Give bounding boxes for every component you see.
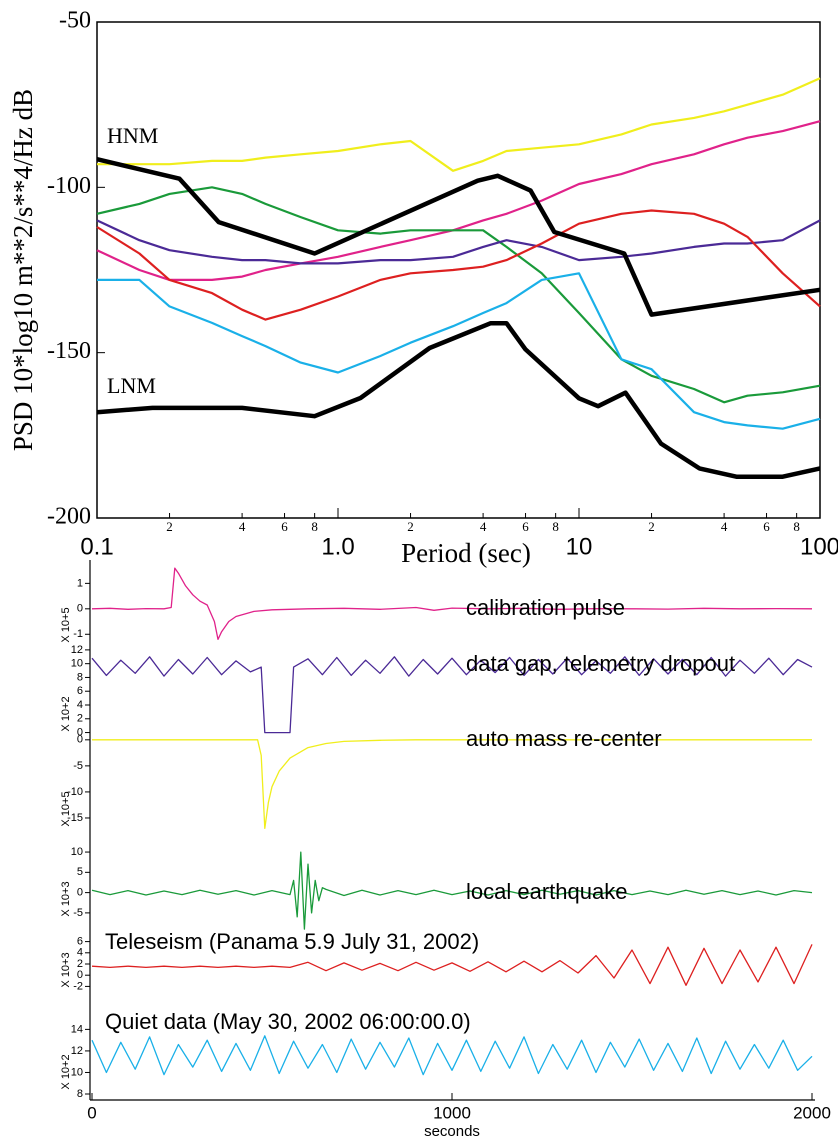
x-minor-tick-label: 8 bbox=[311, 519, 318, 534]
waveform bbox=[91, 567, 813, 641]
y-tick-label: -150 bbox=[47, 338, 91, 364]
y-tick-label: -2 bbox=[73, 980, 83, 992]
series-label: LNM bbox=[107, 373, 156, 398]
x-tick-label: 1.0 bbox=[321, 533, 354, 560]
x-tick-label: 100 bbox=[800, 533, 838, 560]
psd-line bbox=[96, 157, 821, 317]
psd-line bbox=[97, 77, 821, 172]
y-tick-label: -200 bbox=[47, 504, 91, 530]
psd-line bbox=[96, 209, 821, 321]
waveform bbox=[91, 944, 813, 986]
y-tick-label: 8 bbox=[77, 1088, 83, 1100]
annotation: calibration pulse bbox=[466, 595, 625, 620]
psd-line bbox=[96, 320, 821, 479]
y-tick-label: 14 bbox=[71, 1023, 83, 1035]
series-label: HNM bbox=[107, 123, 158, 148]
y-axis-label: X 10+3 bbox=[60, 952, 72, 987]
annotation: auto mass re-center bbox=[466, 726, 662, 751]
y-tick-label: 0 bbox=[77, 734, 83, 746]
y-tick-label: 6 bbox=[77, 936, 83, 948]
y-tick-label: 0 bbox=[77, 887, 83, 899]
x-tick-label: 1000 bbox=[433, 1103, 471, 1122]
y-tick-label: 5 bbox=[77, 866, 83, 878]
x-axis-label: Period (sec) bbox=[401, 538, 531, 568]
y-axis-label: X 10+2 bbox=[60, 1054, 72, 1089]
plot-frame bbox=[96, 21, 821, 519]
waveform bbox=[91, 1035, 813, 1076]
waveform bbox=[91, 851, 813, 930]
y-tick-label: 6 bbox=[77, 685, 83, 697]
y-tick-label: 1 bbox=[77, 577, 83, 589]
x-tick-label: 0.1 bbox=[80, 533, 113, 560]
y-tick-label: 2 bbox=[77, 713, 83, 725]
y-tick-label: 12 bbox=[71, 1045, 83, 1057]
y-axis-label: X 10+5 bbox=[60, 791, 72, 826]
y-tick-label: -5 bbox=[73, 760, 83, 772]
y-tick-label: -10 bbox=[67, 786, 83, 798]
psd-line bbox=[97, 272, 821, 430]
waveform bbox=[91, 656, 813, 734]
y-tick-label: -50 bbox=[59, 8, 91, 34]
annotation: data gap, telemetry dropout bbox=[466, 651, 735, 676]
y-tick-label: -1 bbox=[73, 628, 83, 640]
y-axis-label: X 10+2 bbox=[60, 696, 72, 731]
x-tick-label: 10 bbox=[566, 533, 593, 560]
waveform bbox=[92, 739, 812, 830]
y-tick-label: 10 bbox=[71, 658, 83, 670]
annotation: Quiet data (May 30, 2002 06:00:00.0) bbox=[105, 1009, 471, 1034]
x-axis-label: seconds bbox=[424, 1123, 480, 1140]
x-minor-tick-label: 6 bbox=[281, 519, 288, 534]
x-minor-tick-label: 4 bbox=[480, 519, 487, 534]
y-tick-label: 2 bbox=[77, 958, 83, 970]
x-tick-label: 0 bbox=[87, 1103, 96, 1122]
psd-line bbox=[96, 186, 821, 404]
x-minor-tick-label: 2 bbox=[166, 519, 173, 534]
y-tick-label: 0 bbox=[77, 726, 83, 738]
y-tick-label: 8 bbox=[77, 671, 83, 683]
annotation: Teleseism (Panama 5.9 July 31, 2002) bbox=[105, 929, 479, 954]
y-axis-label: X 10+3 bbox=[60, 881, 72, 916]
x-minor-tick-label: 8 bbox=[793, 519, 800, 534]
y-tick-label: 0 bbox=[77, 969, 83, 981]
x-minor-tick-label: 6 bbox=[522, 519, 529, 534]
x-minor-tick-label: 6 bbox=[763, 519, 770, 534]
y-tick-label: -5 bbox=[73, 907, 83, 919]
y-axis-label: X 10+5 bbox=[60, 607, 72, 642]
x-minor-tick-label: 8 bbox=[552, 519, 559, 534]
y-tick-label: 10 bbox=[71, 1066, 83, 1078]
x-tick-label: 2000 bbox=[793, 1103, 831, 1122]
psd-line bbox=[96, 120, 821, 281]
y-tick-label: 4 bbox=[77, 947, 83, 959]
psd-line bbox=[96, 219, 821, 265]
y-tick-label: 12 bbox=[71, 644, 83, 656]
annotation: local earthquake bbox=[466, 879, 627, 904]
y-tick-label: 4 bbox=[77, 699, 83, 711]
y-tick-label: -15 bbox=[67, 812, 83, 824]
x-minor-tick-label: 2 bbox=[407, 519, 414, 534]
x-minor-tick-label: 4 bbox=[721, 519, 728, 534]
x-minor-tick-label: 2 bbox=[648, 519, 655, 534]
y-tick-label: 0 bbox=[77, 603, 83, 615]
y-axis-label: PSD 10*log10 m**2/s**4/Hz dB bbox=[8, 89, 38, 451]
x-minor-tick-label: 4 bbox=[239, 519, 246, 534]
y-tick-label: 10 bbox=[71, 846, 83, 858]
y-tick-label: -100 bbox=[47, 173, 91, 199]
